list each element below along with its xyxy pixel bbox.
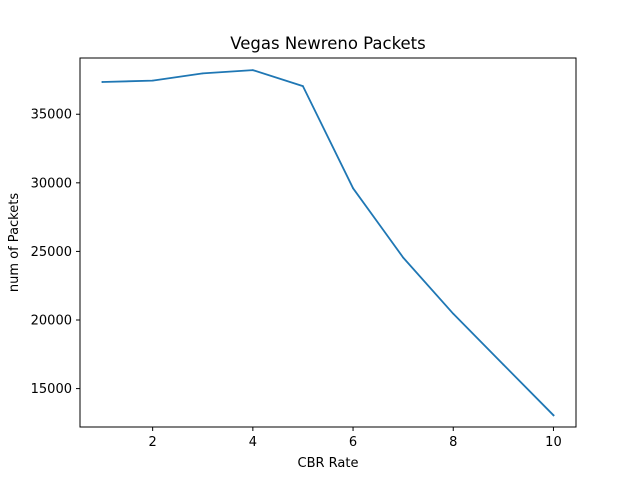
plot-frame — [79, 57, 577, 428]
data-point — [101, 81, 104, 83]
x-tick-label: 6 — [349, 435, 357, 450]
data-point — [302, 85, 304, 87]
data-point — [251, 69, 254, 71]
data-point — [552, 414, 555, 417]
x-tick-label: 10 — [545, 435, 562, 450]
x-tick-label: 4 — [249, 435, 257, 450]
data-point — [402, 256, 405, 259]
data-point — [151, 79, 154, 82]
x-tick-label: 2 — [149, 435, 157, 450]
y-tick-label: 25000 — [31, 245, 72, 260]
plot-area: 2 4 6 8 10 15000 20000 25000 30000 35000 — [31, 69, 562, 450]
y-tick-label: 15000 — [31, 382, 72, 397]
data-point — [452, 312, 455, 315]
data-point — [201, 72, 204, 75]
y-tick-label: 35000 — [31, 108, 72, 123]
data-point — [352, 187, 354, 190]
y-tick-label: 30000 — [31, 176, 72, 191]
y-tick-label: 20000 — [31, 314, 72, 329]
x-axis-label: CBR Rate — [298, 456, 359, 471]
series-line — [101, 69, 555, 417]
data-point — [502, 363, 505, 366]
y-axis-label: num of Packets — [7, 193, 22, 292]
x-tick-label: 8 — [449, 435, 457, 450]
chart-title: Vegas Newreno Packets — [230, 34, 426, 53]
